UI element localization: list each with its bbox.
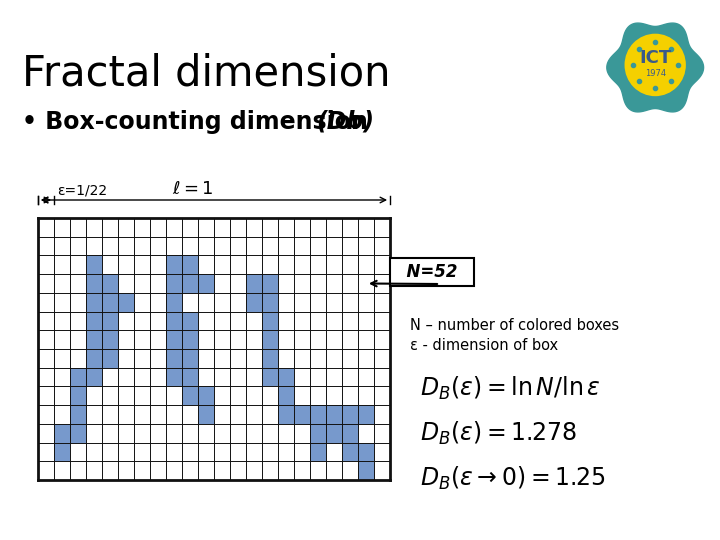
- Bar: [198, 274, 214, 293]
- Bar: [246, 274, 262, 293]
- Bar: [102, 312, 118, 330]
- Bar: [182, 312, 198, 330]
- Bar: [182, 387, 198, 405]
- Text: ε - dimension of box: ε - dimension of box: [410, 338, 558, 353]
- Bar: [294, 405, 310, 424]
- Bar: [342, 405, 358, 424]
- Bar: [182, 274, 198, 293]
- Bar: [102, 274, 118, 293]
- Bar: [278, 405, 294, 424]
- Bar: [86, 274, 102, 293]
- Bar: [326, 424, 342, 443]
- Text: $D_B(\varepsilon)=1.278$: $D_B(\varepsilon)=1.278$: [420, 420, 577, 447]
- Bar: [342, 443, 358, 461]
- Bar: [326, 405, 342, 424]
- Bar: [86, 330, 102, 349]
- Bar: [262, 312, 278, 330]
- Bar: [166, 274, 182, 293]
- Text: • Box-counting dimension: • Box-counting dimension: [22, 110, 376, 134]
- Bar: [358, 443, 374, 461]
- Bar: [182, 368, 198, 387]
- Text: (Db): (Db): [316, 110, 374, 134]
- Bar: [262, 330, 278, 349]
- Bar: [246, 293, 262, 312]
- Text: N=52: N=52: [395, 263, 469, 281]
- Text: Fractal dimension: Fractal dimension: [22, 52, 390, 94]
- Bar: [182, 255, 198, 274]
- Bar: [70, 368, 86, 387]
- Bar: [198, 387, 214, 405]
- Bar: [166, 293, 182, 312]
- Bar: [86, 312, 102, 330]
- Bar: [262, 349, 278, 368]
- Bar: [278, 368, 294, 387]
- Bar: [182, 349, 198, 368]
- Bar: [358, 461, 374, 480]
- Bar: [310, 424, 326, 443]
- Bar: [70, 405, 86, 424]
- Bar: [198, 405, 214, 424]
- Bar: [54, 424, 70, 443]
- Bar: [278, 387, 294, 405]
- Bar: [86, 349, 102, 368]
- Bar: [102, 330, 118, 349]
- Text: 1974: 1974: [644, 69, 666, 78]
- Bar: [86, 293, 102, 312]
- Bar: [358, 405, 374, 424]
- Bar: [342, 424, 358, 443]
- Bar: [118, 293, 134, 312]
- Text: ε=1/22: ε=1/22: [57, 184, 107, 198]
- Bar: [166, 312, 182, 330]
- Bar: [70, 387, 86, 405]
- Bar: [102, 293, 118, 312]
- Text: N – number of colored boxes: N – number of colored boxes: [410, 318, 619, 333]
- Bar: [102, 349, 118, 368]
- Bar: [310, 443, 326, 461]
- Bar: [166, 255, 182, 274]
- Text: ICT: ICT: [639, 49, 671, 68]
- Bar: [182, 330, 198, 349]
- Bar: [86, 255, 102, 274]
- Text: $D_B(\varepsilon)= \ln N/\ln\varepsilon$: $D_B(\varepsilon)= \ln N/\ln\varepsilon$: [420, 375, 600, 402]
- Bar: [262, 274, 278, 293]
- Bar: [166, 330, 182, 349]
- Bar: [310, 405, 326, 424]
- Bar: [262, 293, 278, 312]
- Circle shape: [624, 33, 686, 97]
- Bar: [262, 368, 278, 387]
- Bar: [86, 368, 102, 387]
- Text: $\ell=1$: $\ell=1$: [172, 180, 213, 198]
- Text: $D_B(\varepsilon\rightarrow 0)=1.25$: $D_B(\varepsilon\rightarrow 0)=1.25$: [420, 465, 606, 492]
- Polygon shape: [607, 23, 703, 112]
- Bar: [54, 443, 70, 461]
- Bar: [70, 424, 86, 443]
- Bar: [166, 368, 182, 387]
- Bar: [166, 349, 182, 368]
